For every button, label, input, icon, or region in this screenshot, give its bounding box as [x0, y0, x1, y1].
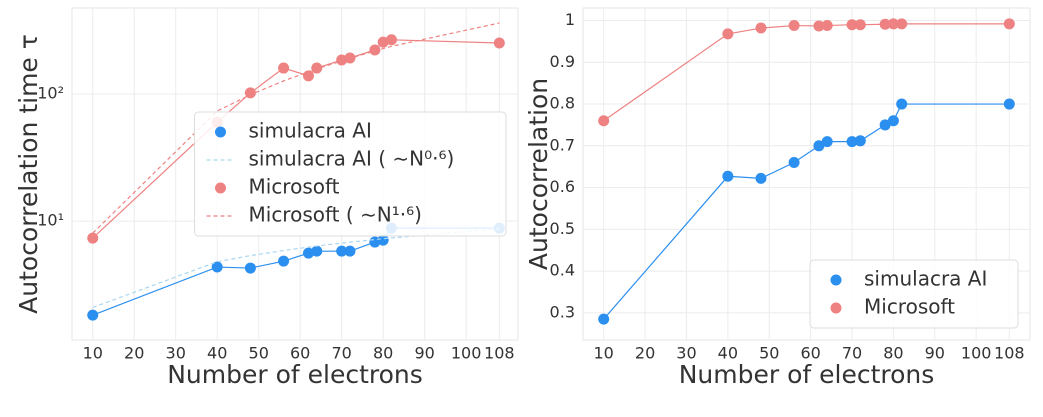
data-point — [879, 18, 891, 30]
data-point — [887, 18, 899, 30]
data-point — [598, 115, 610, 127]
y-tick-label: 0.9 — [550, 52, 575, 71]
data-point — [755, 22, 767, 34]
legend-label: Microsoft — [249, 175, 340, 199]
y-tick-label: 0.5 — [550, 219, 575, 238]
data-point — [244, 262, 256, 274]
data-point — [887, 115, 899, 127]
legend-marker — [215, 126, 226, 138]
y-tick-label: 0.3 — [550, 302, 575, 321]
x-axis-label: Number of electrons — [679, 360, 935, 389]
legend-label: simulacra AI ( ∼N⁰·⁶) — [249, 147, 455, 171]
legend: simulacra AI Microsoft — [809, 259, 1019, 329]
x-tick-label: 70 — [842, 344, 862, 363]
legend-label: simulacra AI — [864, 267, 987, 291]
x-tick-label: 90 — [414, 344, 434, 363]
data-point — [755, 172, 767, 184]
x-tick-label: 80 — [883, 344, 903, 363]
legend-marker — [215, 182, 226, 194]
x-tick-label: 80 — [373, 344, 393, 363]
legend-label: simulacra AI — [249, 119, 372, 143]
data-point — [722, 28, 734, 40]
data-point — [493, 37, 505, 49]
data-point — [311, 245, 323, 257]
legend-box — [194, 111, 507, 237]
data-point — [278, 62, 290, 74]
data-point — [846, 136, 858, 148]
data-point — [369, 44, 381, 56]
x-tick-label: 70 — [331, 344, 351, 363]
y-tick-label: 0.6 — [550, 177, 575, 196]
x-tick-label: 10 — [594, 344, 614, 363]
legend-box — [809, 259, 1019, 329]
data-point — [211, 261, 223, 273]
fit-line — [92, 22, 500, 234]
data-point — [846, 19, 858, 31]
data-point — [385, 34, 397, 46]
data-point — [722, 170, 734, 182]
x-tick-label: 50 — [249, 344, 269, 363]
x-tick-label: 108 — [994, 344, 1025, 363]
data-point — [821, 136, 833, 148]
x-tick-label: 20 — [635, 344, 655, 363]
data-point — [1003, 18, 1015, 30]
data-point — [788, 20, 800, 32]
data-point — [896, 18, 908, 30]
fit-line — [92, 228, 500, 309]
x-tick-label: 60 — [290, 344, 310, 363]
x-tick-label: 50 — [759, 344, 779, 363]
x-tick-label: 90 — [925, 344, 945, 363]
data-point — [87, 232, 99, 244]
x-tick-label: 40 — [207, 344, 227, 363]
data-point — [813, 20, 825, 32]
legend-label: Microsoft — [864, 295, 955, 319]
x-tick-label: 108 — [484, 344, 515, 363]
x-tick-label: 30 — [676, 344, 696, 363]
y-tick-label: 0.8 — [550, 94, 575, 113]
y-tick-label: 10¹ — [37, 211, 64, 230]
x-tick-label: 60 — [800, 344, 820, 363]
y-tick-label: 0.7 — [550, 135, 575, 154]
data-point — [788, 157, 800, 169]
data-point — [598, 313, 610, 325]
data-point — [377, 36, 389, 48]
y-tick-label: 10² — [37, 84, 64, 103]
y-tick-label: 1 — [565, 10, 575, 29]
x-axis-label: Number of electrons — [167, 360, 423, 389]
data-point — [244, 87, 256, 99]
data-point — [344, 245, 356, 257]
data-point — [821, 20, 833, 32]
data-point — [311, 62, 323, 74]
data-point — [278, 255, 290, 267]
data-point — [87, 309, 99, 321]
data-point — [377, 234, 389, 246]
data-point — [854, 19, 866, 31]
y-axis-label: Autocorrelation — [524, 78, 553, 270]
data-point — [302, 70, 314, 82]
x-tick-label: 100 — [961, 344, 992, 363]
x-tick-label: 100 — [451, 344, 482, 363]
x-tick-label: 20 — [124, 344, 144, 363]
x-tick-label: 30 — [166, 344, 186, 363]
data-point — [1003, 98, 1015, 110]
y-tick-label: 0.4 — [550, 261, 575, 280]
data-point — [813, 140, 825, 152]
data-point — [336, 54, 348, 66]
legend-marker — [830, 274, 842, 286]
legend-marker — [830, 302, 842, 314]
x-tick-label: 10 — [83, 344, 103, 363]
data-point — [854, 135, 866, 147]
x-tick-label: 40 — [718, 344, 738, 363]
data-point — [896, 98, 908, 110]
legend-label: Microsoft ( ∼N¹·⁶) — [249, 203, 422, 227]
data-point — [302, 247, 314, 259]
data-point — [336, 245, 348, 257]
y-axis-label: Autocorrelation time τ — [14, 34, 43, 314]
data-point — [879, 119, 891, 131]
legend: simulacra AI simulacra AI ( ∼N⁰·⁶) Microso… — [194, 111, 507, 237]
